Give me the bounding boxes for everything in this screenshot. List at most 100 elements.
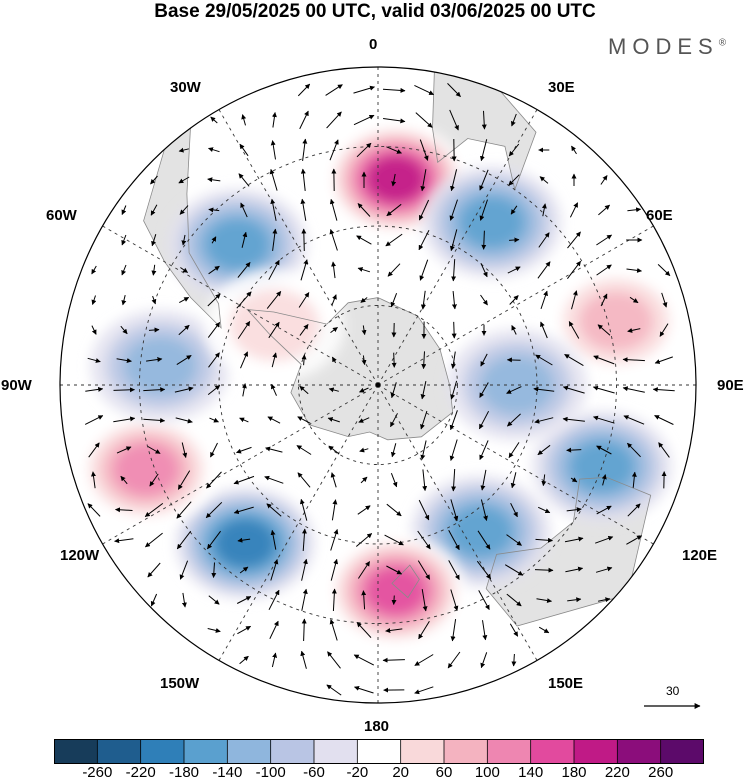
colorbar-tick-label: -60 [303, 764, 325, 781]
wind-arrow [208, 595, 220, 605]
wind-arrow [356, 235, 372, 245]
wind-arrow [420, 380, 427, 400]
wind-arrow [535, 537, 553, 543]
wind-arrow [568, 321, 580, 339]
longitude-label-0: 0 [369, 36, 378, 53]
wind-arrow [208, 207, 220, 213]
wind-arrow [239, 655, 249, 665]
colorbar-swatch [660, 739, 704, 764]
wind-arrow [481, 110, 487, 130]
wind-arrow [596, 445, 612, 455]
wind-arrow [451, 321, 457, 339]
wind-arrow [271, 352, 278, 368]
latitude-circle [218, 225, 538, 545]
wind-arrow [115, 507, 133, 513]
coastlines [143, 67, 652, 627]
anomaly-center-9 [76, 413, 217, 526]
longitude-label-30e: 30E [548, 79, 575, 96]
wind-arrow [238, 173, 250, 187]
wind-arrow [175, 417, 193, 424]
wind-arrow [179, 205, 189, 215]
anomaly-center-2 [422, 166, 562, 279]
wind-arrow [328, 387, 339, 393]
wind-arrow [510, 113, 517, 127]
wind-arrow [540, 290, 548, 310]
wind-arrow [208, 265, 220, 275]
wind-arrow [504, 564, 524, 576]
wind-arrow [600, 175, 608, 185]
anomaly-contour [579, 291, 653, 351]
wind-arrow [181, 442, 188, 458]
wind-arrow [207, 321, 221, 338]
wind-arrow [301, 228, 307, 252]
anomaly-contour [448, 505, 514, 558]
wind-arrow [449, 109, 459, 131]
wind-arrow [299, 498, 308, 521]
wind-arrow [571, 290, 578, 310]
wind-arrow [113, 416, 136, 423]
wind-arrow [121, 234, 127, 246]
wind-arrow [151, 295, 157, 305]
longitude-label-180: 180 [364, 718, 390, 735]
wind-arrow [176, 501, 192, 519]
wind-arrow [450, 589, 459, 611]
anomaly-contour [480, 355, 554, 415]
wind-arrow [420, 410, 428, 430]
wind-arrow [299, 323, 309, 336]
wind-arrow [143, 417, 166, 423]
wind-arrow [299, 110, 309, 130]
wind-arrow [361, 355, 367, 366]
wind-arrow [211, 236, 217, 244]
wind-arrow [391, 352, 397, 368]
wind-arrow [509, 623, 519, 637]
wind-arrow [330, 558, 339, 581]
wind-arrow [148, 327, 160, 333]
wind-arrow [210, 116, 218, 124]
wind-arrow [538, 626, 550, 634]
wind-arrow [537, 506, 551, 514]
wind-arrow [301, 618, 307, 642]
wind-arrow [450, 619, 457, 642]
wind-arrow [177, 470, 191, 490]
colorbar-swatch [357, 739, 402, 764]
wind-arrow [239, 143, 249, 157]
longitude-label-30w: 30W [170, 79, 201, 96]
wind-arrow [300, 650, 307, 669]
wind-arrow [629, 296, 639, 304]
wind-arrow [360, 476, 368, 484]
wind-arrow [564, 353, 584, 367]
wind-arrow [631, 471, 637, 488]
wind-arrow [596, 264, 612, 276]
wind-arrow [300, 198, 307, 221]
modes-logo-text: MODES [608, 34, 719, 59]
wind-arrow [564, 536, 584, 543]
wind-arrow [567, 597, 582, 603]
colorbar-tick-label: 140 [518, 764, 544, 781]
wind-arrow [357, 267, 371, 273]
wind-arrow [357, 203, 371, 217]
wind-arrow [270, 559, 279, 581]
colorbar-swatch [97, 739, 142, 764]
wind-arrow [178, 147, 190, 153]
wind-arrow [593, 355, 615, 365]
colorbar-tick-label: 60 [435, 764, 453, 781]
chart-title: Base 29/05/2025 00 UTC, valid 03/06/2025… [154, 1, 596, 22]
wind-arrow [569, 202, 579, 218]
wind-arrow [301, 588, 308, 611]
wind-arrow [266, 291, 282, 309]
wind-arrow [174, 386, 194, 393]
wind-arrow [509, 237, 520, 243]
wind-arrow [537, 444, 551, 456]
graticule [60, 67, 696, 703]
wind-arrow [113, 387, 135, 393]
wind-arrow [270, 140, 276, 160]
wind-arrow [150, 204, 158, 216]
wind-arrow [268, 321, 280, 339]
anomaly-center-4 [546, 265, 687, 378]
wind-arrow [420, 290, 426, 310]
anomaly-center-10 [90, 309, 231, 422]
wind-arrow [385, 628, 403, 633]
wind-arrow [151, 264, 157, 276]
wind-arrow [297, 472, 311, 488]
wind-arrow [482, 620, 488, 641]
